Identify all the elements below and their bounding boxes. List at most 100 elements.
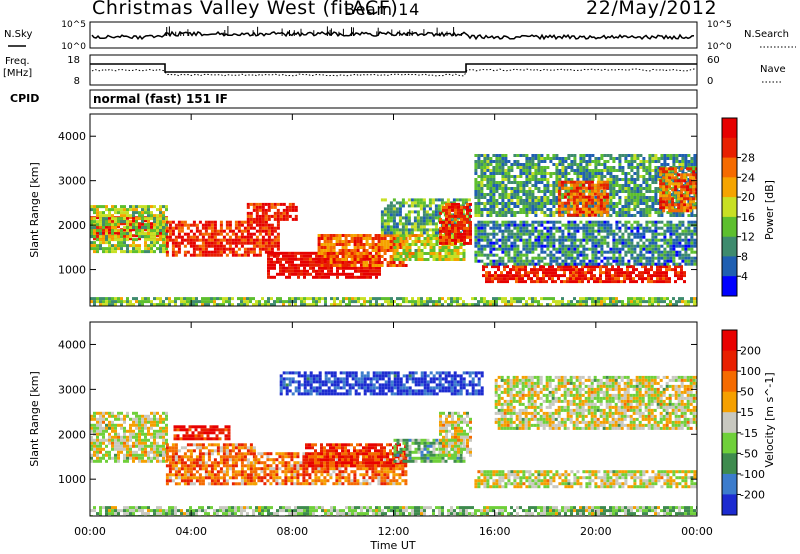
power-cell bbox=[201, 244, 205, 248]
power-cell bbox=[581, 271, 584, 275]
power-cell bbox=[213, 244, 217, 248]
power-cell bbox=[380, 225, 384, 229]
power-cell bbox=[590, 186, 594, 190]
power-cell bbox=[425, 222, 429, 226]
power-cell bbox=[633, 196, 637, 199]
power-cell bbox=[690, 211, 694, 214]
power-cell bbox=[249, 220, 253, 224]
power-cell bbox=[369, 266, 372, 270]
power-cell bbox=[445, 205, 448, 209]
power-cell bbox=[669, 250, 673, 254]
power-cell bbox=[264, 202, 268, 206]
power-cell bbox=[228, 238, 232, 242]
power-cell bbox=[111, 232, 114, 236]
power-cell bbox=[344, 234, 348, 237]
power-cell bbox=[356, 237, 360, 240]
power-cell bbox=[528, 190, 532, 193]
power-cell bbox=[147, 297, 150, 301]
power-cell bbox=[492, 199, 496, 202]
power-cell bbox=[315, 303, 318, 306]
power-cell bbox=[654, 238, 658, 242]
power-cell bbox=[466, 217, 469, 221]
power-cell bbox=[647, 274, 650, 278]
power-cell bbox=[401, 222, 405, 226]
power-cell bbox=[683, 206, 687, 210]
power-cell bbox=[543, 178, 547, 181]
power-cell bbox=[243, 253, 247, 257]
power-cell bbox=[159, 220, 162, 224]
power-cell bbox=[282, 208, 286, 212]
power-cell bbox=[467, 198, 471, 202]
power-cell bbox=[234, 241, 238, 245]
power-cell bbox=[204, 241, 208, 245]
power-cell bbox=[368, 246, 372, 249]
power-cell bbox=[663, 262, 667, 266]
power-cell bbox=[489, 193, 493, 196]
power-cell bbox=[375, 275, 378, 279]
power-cell bbox=[648, 187, 652, 190]
power-cell bbox=[687, 178, 691, 181]
power-cell bbox=[680, 271, 683, 275]
power-cell bbox=[642, 211, 646, 214]
power-cell bbox=[93, 205, 96, 209]
power-cell bbox=[422, 228, 426, 232]
power-cell bbox=[669, 220, 673, 224]
power-cell bbox=[599, 277, 602, 281]
power-cell bbox=[575, 201, 579, 205]
power-cell bbox=[120, 222, 123, 226]
power-cell bbox=[524, 274, 527, 278]
power-cell bbox=[396, 246, 400, 249]
power-cell bbox=[267, 260, 270, 264]
power-cell bbox=[630, 178, 634, 181]
power-cell bbox=[515, 280, 518, 284]
power-cell bbox=[546, 247, 550, 251]
power-cell bbox=[114, 217, 117, 221]
power-cell bbox=[533, 265, 536, 269]
power-cell bbox=[555, 220, 559, 224]
power-cell bbox=[480, 160, 484, 163]
power-cell bbox=[369, 272, 372, 276]
power-cell bbox=[599, 183, 603, 187]
power-cell bbox=[261, 223, 265, 227]
power-cell bbox=[336, 269, 339, 273]
power-cell bbox=[614, 274, 617, 278]
power-cell bbox=[579, 241, 583, 245]
power-cell bbox=[132, 247, 135, 251]
power-cell bbox=[321, 269, 324, 273]
power-cell bbox=[380, 216, 384, 220]
power-cell bbox=[380, 213, 384, 217]
power-cell bbox=[666, 190, 670, 193]
power-cell bbox=[377, 243, 381, 246]
power-cell bbox=[357, 260, 360, 264]
power-cell bbox=[246, 253, 250, 257]
power-cell bbox=[572, 183, 576, 187]
power-cell bbox=[111, 300, 114, 304]
power-cell bbox=[177, 229, 181, 233]
power-cell bbox=[579, 154, 583, 157]
power-cell bbox=[240, 238, 244, 242]
power-cell bbox=[442, 220, 445, 224]
power-cell bbox=[504, 154, 508, 157]
power-cell bbox=[684, 154, 688, 157]
power-cell bbox=[162, 217, 165, 221]
power-cell bbox=[444, 246, 448, 249]
power-cell bbox=[510, 232, 514, 236]
power-cell bbox=[585, 247, 589, 251]
power-cell bbox=[677, 209, 681, 213]
power-cell bbox=[528, 232, 532, 236]
power-cell bbox=[108, 241, 111, 245]
power-cell bbox=[648, 262, 652, 266]
power-cell bbox=[252, 253, 256, 257]
power-cell bbox=[687, 229, 691, 233]
power-cell bbox=[219, 244, 223, 248]
power-cell bbox=[183, 244, 187, 248]
power-cell bbox=[513, 244, 517, 248]
power-cell bbox=[651, 205, 655, 208]
power-cell bbox=[426, 240, 430, 243]
power-cell bbox=[108, 231, 111, 235]
power-cell bbox=[504, 169, 508, 172]
power-cell bbox=[645, 172, 649, 175]
power-cell bbox=[665, 203, 669, 207]
power-cell bbox=[416, 204, 420, 208]
power-cell bbox=[627, 154, 631, 157]
